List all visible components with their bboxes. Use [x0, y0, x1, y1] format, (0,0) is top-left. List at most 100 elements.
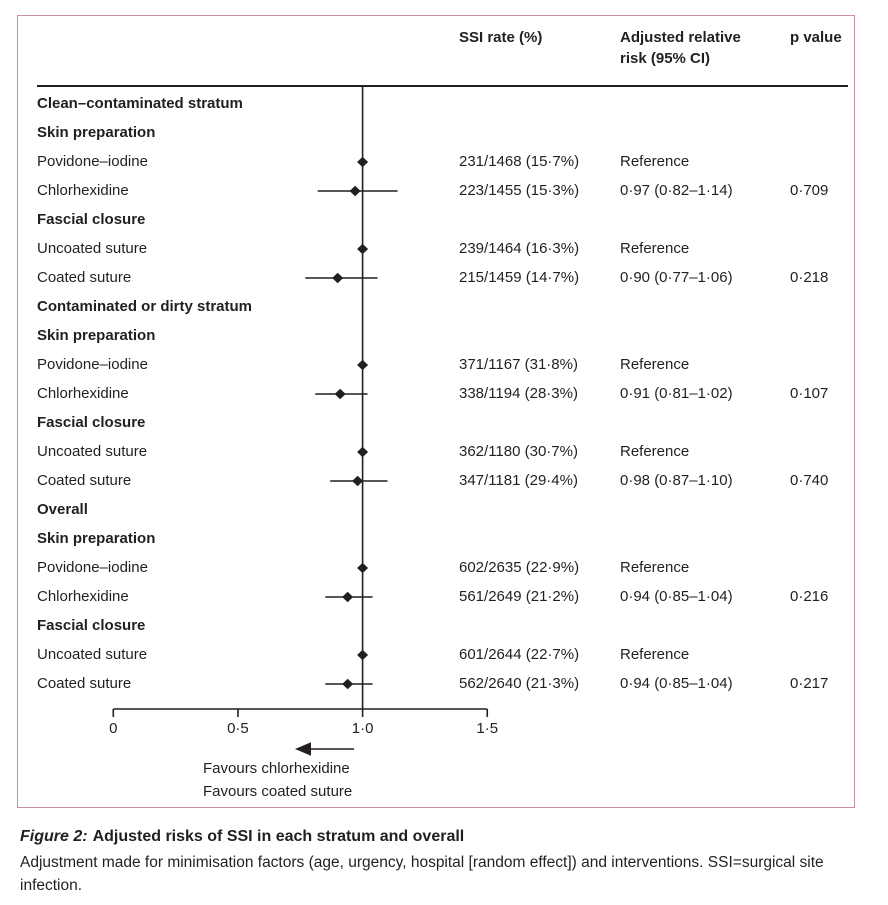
column-header-relative-risk: Adjusted relative risk (95% CI) [620, 29, 741, 67]
p-value: 0·218 [790, 269, 829, 286]
relative-risk-value: Reference [620, 559, 690, 576]
table-row: Chlorhexidine 338/1194 (28·3%) 0·91 (0·8… [18, 384, 854, 404]
p-value: 0·740 [790, 472, 829, 489]
row-label: Coated suture [37, 269, 132, 286]
row-label: Fascial closure [37, 211, 146, 228]
ssi-rate-value: 223/1455 (15·3%) [459, 182, 580, 199]
ssi-rate-value: 562/2640 (21·3%) [459, 675, 580, 692]
table-row: Chlorhexidine 561/2649 (21·2%) 0·94 (0·8… [18, 587, 854, 607]
table-row: Skin preparation [18, 529, 854, 549]
row-label: Chlorhexidine [37, 385, 129, 402]
estimate-diamond [342, 591, 354, 603]
favours-coated-suture-label: Favours coated suture [203, 783, 353, 800]
relative-risk-value: Reference [620, 646, 690, 663]
favours-arrow-head [295, 742, 311, 756]
row-label: Coated suture [37, 675, 132, 692]
relative-risk-value: Reference [620, 356, 690, 373]
ssi-rate-value: 561/2649 (21·2%) [459, 588, 580, 605]
relative-risk-value: 0·94 (0·85–1·04) [620, 588, 733, 605]
estimate-diamond [357, 359, 369, 371]
estimate-diamond [334, 388, 346, 400]
table-row: Fascial closure [18, 616, 854, 636]
column-header-p-value: p value [790, 29, 842, 46]
row-label: Povidone–iodine [37, 356, 148, 373]
relative-risk-value: 0·90 (0·77–1·06) [620, 269, 733, 286]
relative-risk-value: Reference [620, 153, 690, 170]
row-label: Fascial closure [37, 617, 146, 634]
table-row: Povidone–iodine 602/2635 (22·9%) Referen… [18, 558, 854, 578]
estimate-diamond [349, 185, 361, 197]
estimate-diamond [352, 475, 364, 487]
figure-title: Adjusted risks of SSI in each stratum an… [92, 828, 465, 845]
p-value: 0·216 [790, 588, 829, 605]
table-row: Uncoated suture 239/1464 (16·3%) Referen… [18, 239, 854, 259]
relative-risk-value: 0·91 (0·81–1·02) [620, 385, 733, 402]
relative-risk-value: Reference [620, 240, 690, 257]
table-row: Coated suture 347/1181 (29·4%) 0·98 (0·8… [18, 471, 854, 491]
ssi-rate-value: 347/1181 (29·4%) [459, 472, 578, 489]
table-row: Coated suture 215/1459 (14·7%) 0·90 (0·7… [18, 268, 854, 288]
ssi-rate-value: 215/1459 (14·7%) [459, 269, 580, 286]
table-row: Coated suture 562/2640 (21·3%) 0·94 (0·8… [18, 674, 854, 694]
relative-risk-value: Reference [620, 443, 690, 460]
p-value: 0·217 [790, 675, 829, 692]
row-label: Contaminated or dirty stratum [37, 298, 253, 315]
figure-number: Figure 2: [20, 828, 88, 845]
row-label: Skin preparation [37, 327, 156, 344]
row-label: Povidone–iodine [37, 559, 148, 576]
row-label: Overall [37, 501, 88, 518]
axis-tick-label: 1·0 [352, 720, 374, 737]
table-row: Clean–contaminated stratum [18, 94, 854, 114]
row-label: Clean–contaminated stratum [37, 95, 243, 112]
ssi-rate-value: 601/2644 (22·7%) [459, 646, 580, 663]
row-label: Skin preparation [37, 530, 156, 547]
relative-risk-value: 0·94 (0·85–1·04) [620, 675, 733, 692]
estimate-diamond [342, 678, 354, 690]
figure-caption-title: Figure 2: Adjusted risks of SSI in each s… [20, 826, 877, 848]
ssi-rate-value: 239/1464 (16·3%) [459, 240, 580, 257]
table-row: Overall [18, 500, 854, 520]
table-row: Povidone–iodine 231/1468 (15·7%) Referen… [18, 152, 854, 172]
p-value: 0·107 [790, 385, 829, 402]
relative-risk-value: 0·98 (0·87–1·10) [620, 472, 733, 489]
estimate-diamond [357, 562, 369, 574]
forest-rows: Clean–contaminated stratum Skin preparat… [18, 16, 854, 807]
forest-plot-canvas: 0 0·5 1·0 1·5 [109, 86, 498, 756]
favours-chlorhexidine-label: Favours chlorhexidine [203, 760, 350, 777]
figure-caption: Figure 2: Adjusted risks of SSI in each s… [20, 826, 877, 897]
table-row: Uncoated suture 362/1180 (30·7%) Referen… [18, 442, 854, 462]
relative-risk-value: 0·97 (0·82–1·14) [620, 182, 733, 199]
row-label: Chlorhexidine [37, 182, 129, 199]
row-label: Uncoated suture [37, 646, 148, 663]
estimate-diamond [357, 243, 369, 255]
estimate-diamond [357, 649, 369, 661]
table-row: Skin preparation [18, 123, 854, 143]
axis-tick-label: 0·5 [227, 720, 249, 737]
row-label: Uncoated suture [37, 240, 148, 257]
row-label: Uncoated suture [37, 443, 148, 460]
row-label: Skin preparation [37, 124, 156, 141]
table-row: Fascial closure [18, 413, 854, 433]
ssi-rate-value: 231/1468 (15·7%) [459, 153, 580, 170]
row-label: Fascial closure [37, 414, 146, 431]
p-value: 0·709 [790, 182, 829, 199]
axis-tick-label: 1·5 [476, 720, 498, 737]
table-row: Contaminated or dirty stratum [18, 297, 854, 317]
figure-panel: SSI rate (%) Adjusted relative risk (95%… [17, 15, 855, 808]
estimate-diamond [332, 272, 344, 284]
row-label: Chlorhexidine [37, 588, 129, 605]
ssi-rate-value: 371/1167 (31·8%) [459, 356, 578, 373]
estimate-diamond [357, 156, 369, 168]
header-divider [37, 85, 848, 87]
estimate-diamond [357, 446, 369, 458]
table-row: Uncoated suture 601/2644 (22·7%) Referen… [18, 645, 854, 665]
table-row: Skin preparation [18, 326, 854, 346]
ssi-rate-value: 602/2635 (22·9%) [459, 559, 580, 576]
table-row: Povidone–iodine 371/1167 (31·8%) Referen… [18, 355, 854, 375]
table-row: Fascial closure [18, 210, 854, 230]
row-label: Coated suture [37, 472, 132, 489]
figure-caption-body: Adjustment made for minimisation factors… [20, 854, 824, 894]
column-header-ssi-rate: SSI rate (%) [459, 29, 543, 46]
axis-tick-label: 0 [109, 720, 117, 737]
ssi-rate-value: 362/1180 (30·7%) [459, 443, 578, 460]
